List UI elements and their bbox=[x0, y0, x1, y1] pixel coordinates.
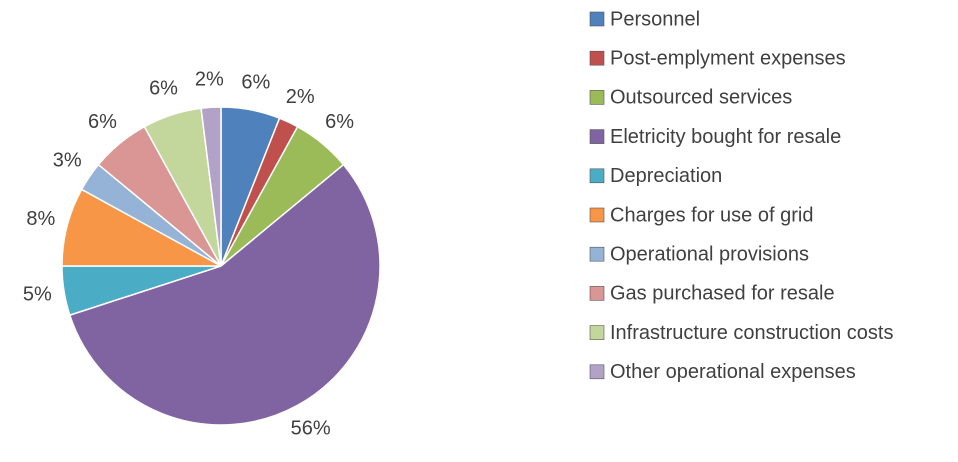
legend-label: Depreciation bbox=[610, 165, 722, 187]
legend-label: Outsourced services bbox=[610, 87, 792, 109]
data-label: 6% bbox=[149, 77, 178, 99]
legend-label: Post-emplyment expenses bbox=[610, 47, 846, 69]
data-label: 5% bbox=[23, 283, 52, 305]
legend-swatch bbox=[589, 207, 605, 223]
data-label: 56% bbox=[291, 417, 331, 439]
legend-swatch bbox=[589, 11, 605, 27]
pie-slice bbox=[68, 163, 381, 426]
legend-label: Personnel bbox=[610, 8, 700, 30]
legend-swatch bbox=[589, 50, 605, 66]
legend-label: Other operational expenses bbox=[610, 361, 856, 383]
legend-swatch bbox=[589, 364, 605, 380]
data-label: 6% bbox=[325, 111, 354, 133]
legend-label: Operational provisions bbox=[610, 243, 809, 265]
data-label: 6% bbox=[241, 72, 270, 94]
data-label: 8% bbox=[26, 208, 55, 230]
legend-swatch bbox=[589, 129, 605, 144]
data-label: 6% bbox=[88, 111, 117, 133]
legend-label: Eletricity bought for resale bbox=[610, 126, 841, 148]
legend-label: Gas purchased for resale bbox=[610, 283, 835, 305]
legend-swatch bbox=[589, 325, 605, 340]
legend-swatch bbox=[589, 286, 605, 301]
legend-swatch bbox=[589, 168, 605, 184]
data-label: 2% bbox=[195, 69, 224, 91]
data-label: 3% bbox=[53, 150, 82, 172]
legend-swatch bbox=[589, 246, 605, 262]
legend-label: Charges for use of grid bbox=[610, 204, 813, 226]
pie-slice bbox=[200, 106, 222, 267]
legend-label: Infrastructure construction costs bbox=[610, 322, 893, 344]
data-label: 2% bbox=[286, 86, 315, 108]
legend-swatch bbox=[589, 90, 605, 105]
